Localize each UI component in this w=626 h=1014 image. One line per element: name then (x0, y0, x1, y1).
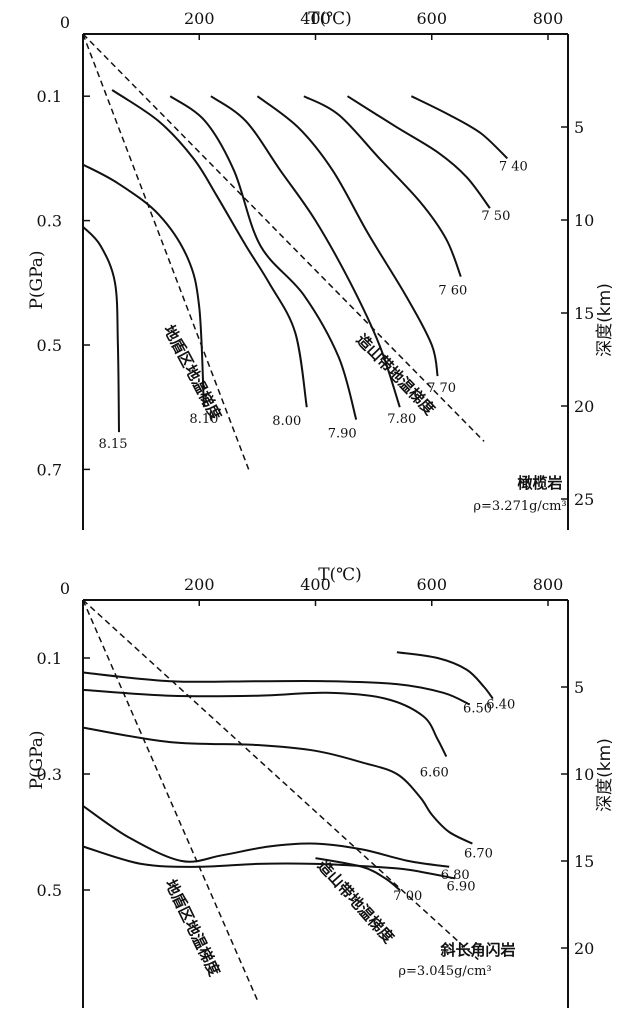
y-tick-label: 0.3 (37, 212, 62, 231)
geotherm-line (82, 599, 479, 961)
isoline-label: 7.80 (387, 412, 416, 427)
geotherm-line (82, 33, 485, 442)
isoline-label: 7 60 (438, 284, 467, 299)
y-tick-label: 0.5 (37, 336, 62, 355)
x-axis-label: T(℃) (308, 9, 352, 29)
x-tick-label: 800 (533, 9, 564, 28)
density-isoline (210, 95, 401, 408)
y-tick-label: 0.1 (37, 649, 62, 668)
density-isoline (256, 95, 439, 377)
depth-axis-label: 深度(km) (595, 283, 615, 357)
density-isoline (346, 95, 491, 209)
isoline-label: 8.15 (99, 437, 128, 452)
geotherm-label: 地盾区地温梯度 (160, 322, 226, 424)
x-tick-label: 600 (416, 575, 447, 594)
x-tick-label: 200 (184, 9, 215, 28)
depth-tick-label: 20 (574, 397, 594, 416)
depth-tick-label: 25 (574, 490, 594, 509)
x-tick-label: 400 (300, 9, 331, 28)
density-isoline (169, 95, 358, 420)
geotherm-label: 地盾区地温梯度 (161, 877, 224, 980)
x-tick-label: 800 (533, 575, 564, 594)
density-isoline (82, 726, 473, 845)
density-isoline (82, 226, 120, 433)
density-isoline (315, 857, 401, 891)
y-axis-label: P(GPa) (27, 730, 47, 789)
rock-density: ρ=3.045g/cm³ (398, 964, 491, 979)
depth-tick-label: 15 (574, 852, 594, 871)
rock-density: ρ=3.271g/cm³ (473, 499, 566, 514)
geotherm-line (82, 33, 250, 470)
x-axis-label: T(℃) (318, 565, 362, 585)
isoline-label: 6.40 (486, 698, 515, 713)
depth-tick-label: 5 (574, 678, 584, 697)
isoline-label: 7 40 (499, 159, 528, 174)
depth-tick-label: 15 (574, 304, 594, 323)
density-isoline (82, 688, 448, 758)
x-tick-label: 600 (416, 9, 447, 28)
isoline-label: 8.10 (189, 412, 218, 427)
y-tick-label: 0.1 (37, 87, 62, 106)
y-tick-label: 0.5 (37, 881, 62, 900)
geotherm-line (82, 599, 259, 1001)
isoline-label: 6.80 (441, 868, 470, 883)
isoline-label: 6.70 (464, 847, 493, 862)
isoline-label: 6.90 (447, 879, 476, 894)
depth-tick-label: 10 (574, 211, 594, 230)
x-tick-label: 400 (300, 575, 331, 594)
olivine-chart: T(℃) 0 200 400 600 800 0.1 0.3 0.5 0.7 P(GPa) 5 10 15… (27, 9, 615, 530)
x-tick-label: 200 (184, 575, 215, 594)
density-isoline (111, 89, 308, 408)
isoline-label: 7 70 (427, 381, 456, 396)
density-isoline (82, 163, 205, 408)
density-isoline (410, 95, 508, 160)
x-tick-label: 0 (60, 579, 70, 598)
geotherm-label: 造山带地温梯度 (314, 857, 398, 948)
depth-tick-label: 5 (574, 118, 584, 137)
rock-name: 橄榄岩 (517, 474, 562, 492)
x-tick-label: 0 (60, 13, 70, 32)
depth-tick-label: 10 (574, 765, 594, 784)
depth-axis-label: 深度(km) (595, 738, 615, 812)
density-isoline (82, 671, 470, 706)
amphibolite-chart: T(℃) 0 200 400 600 800 0.1 0.3 0.5 P(GPa) 5 10 15 20 深… (27, 565, 615, 1008)
geotherm-label: 造山带地温梯度 (353, 331, 440, 420)
isoline-label: 7.90 (328, 427, 357, 442)
isoline-label: 6.50 (463, 701, 492, 716)
depth-tick-label: 20 (574, 939, 594, 958)
density-isoline (396, 651, 494, 700)
y-axis-label: P(GPa) (27, 250, 47, 309)
y-tick-label: 0.7 (37, 460, 62, 479)
rock-name: 斜长角闪岩 (439, 941, 515, 959)
isoline-label: 7 50 (481, 209, 510, 224)
density-isoline (303, 95, 462, 277)
density-isoline (82, 845, 456, 880)
isoline-label: 7 00 (393, 889, 422, 904)
isoline-label: 8.00 (272, 414, 301, 429)
density-isoline (82, 805, 450, 868)
y-tick-label: 0.3 (37, 765, 62, 784)
isoline-label: 6.60 (420, 766, 449, 781)
